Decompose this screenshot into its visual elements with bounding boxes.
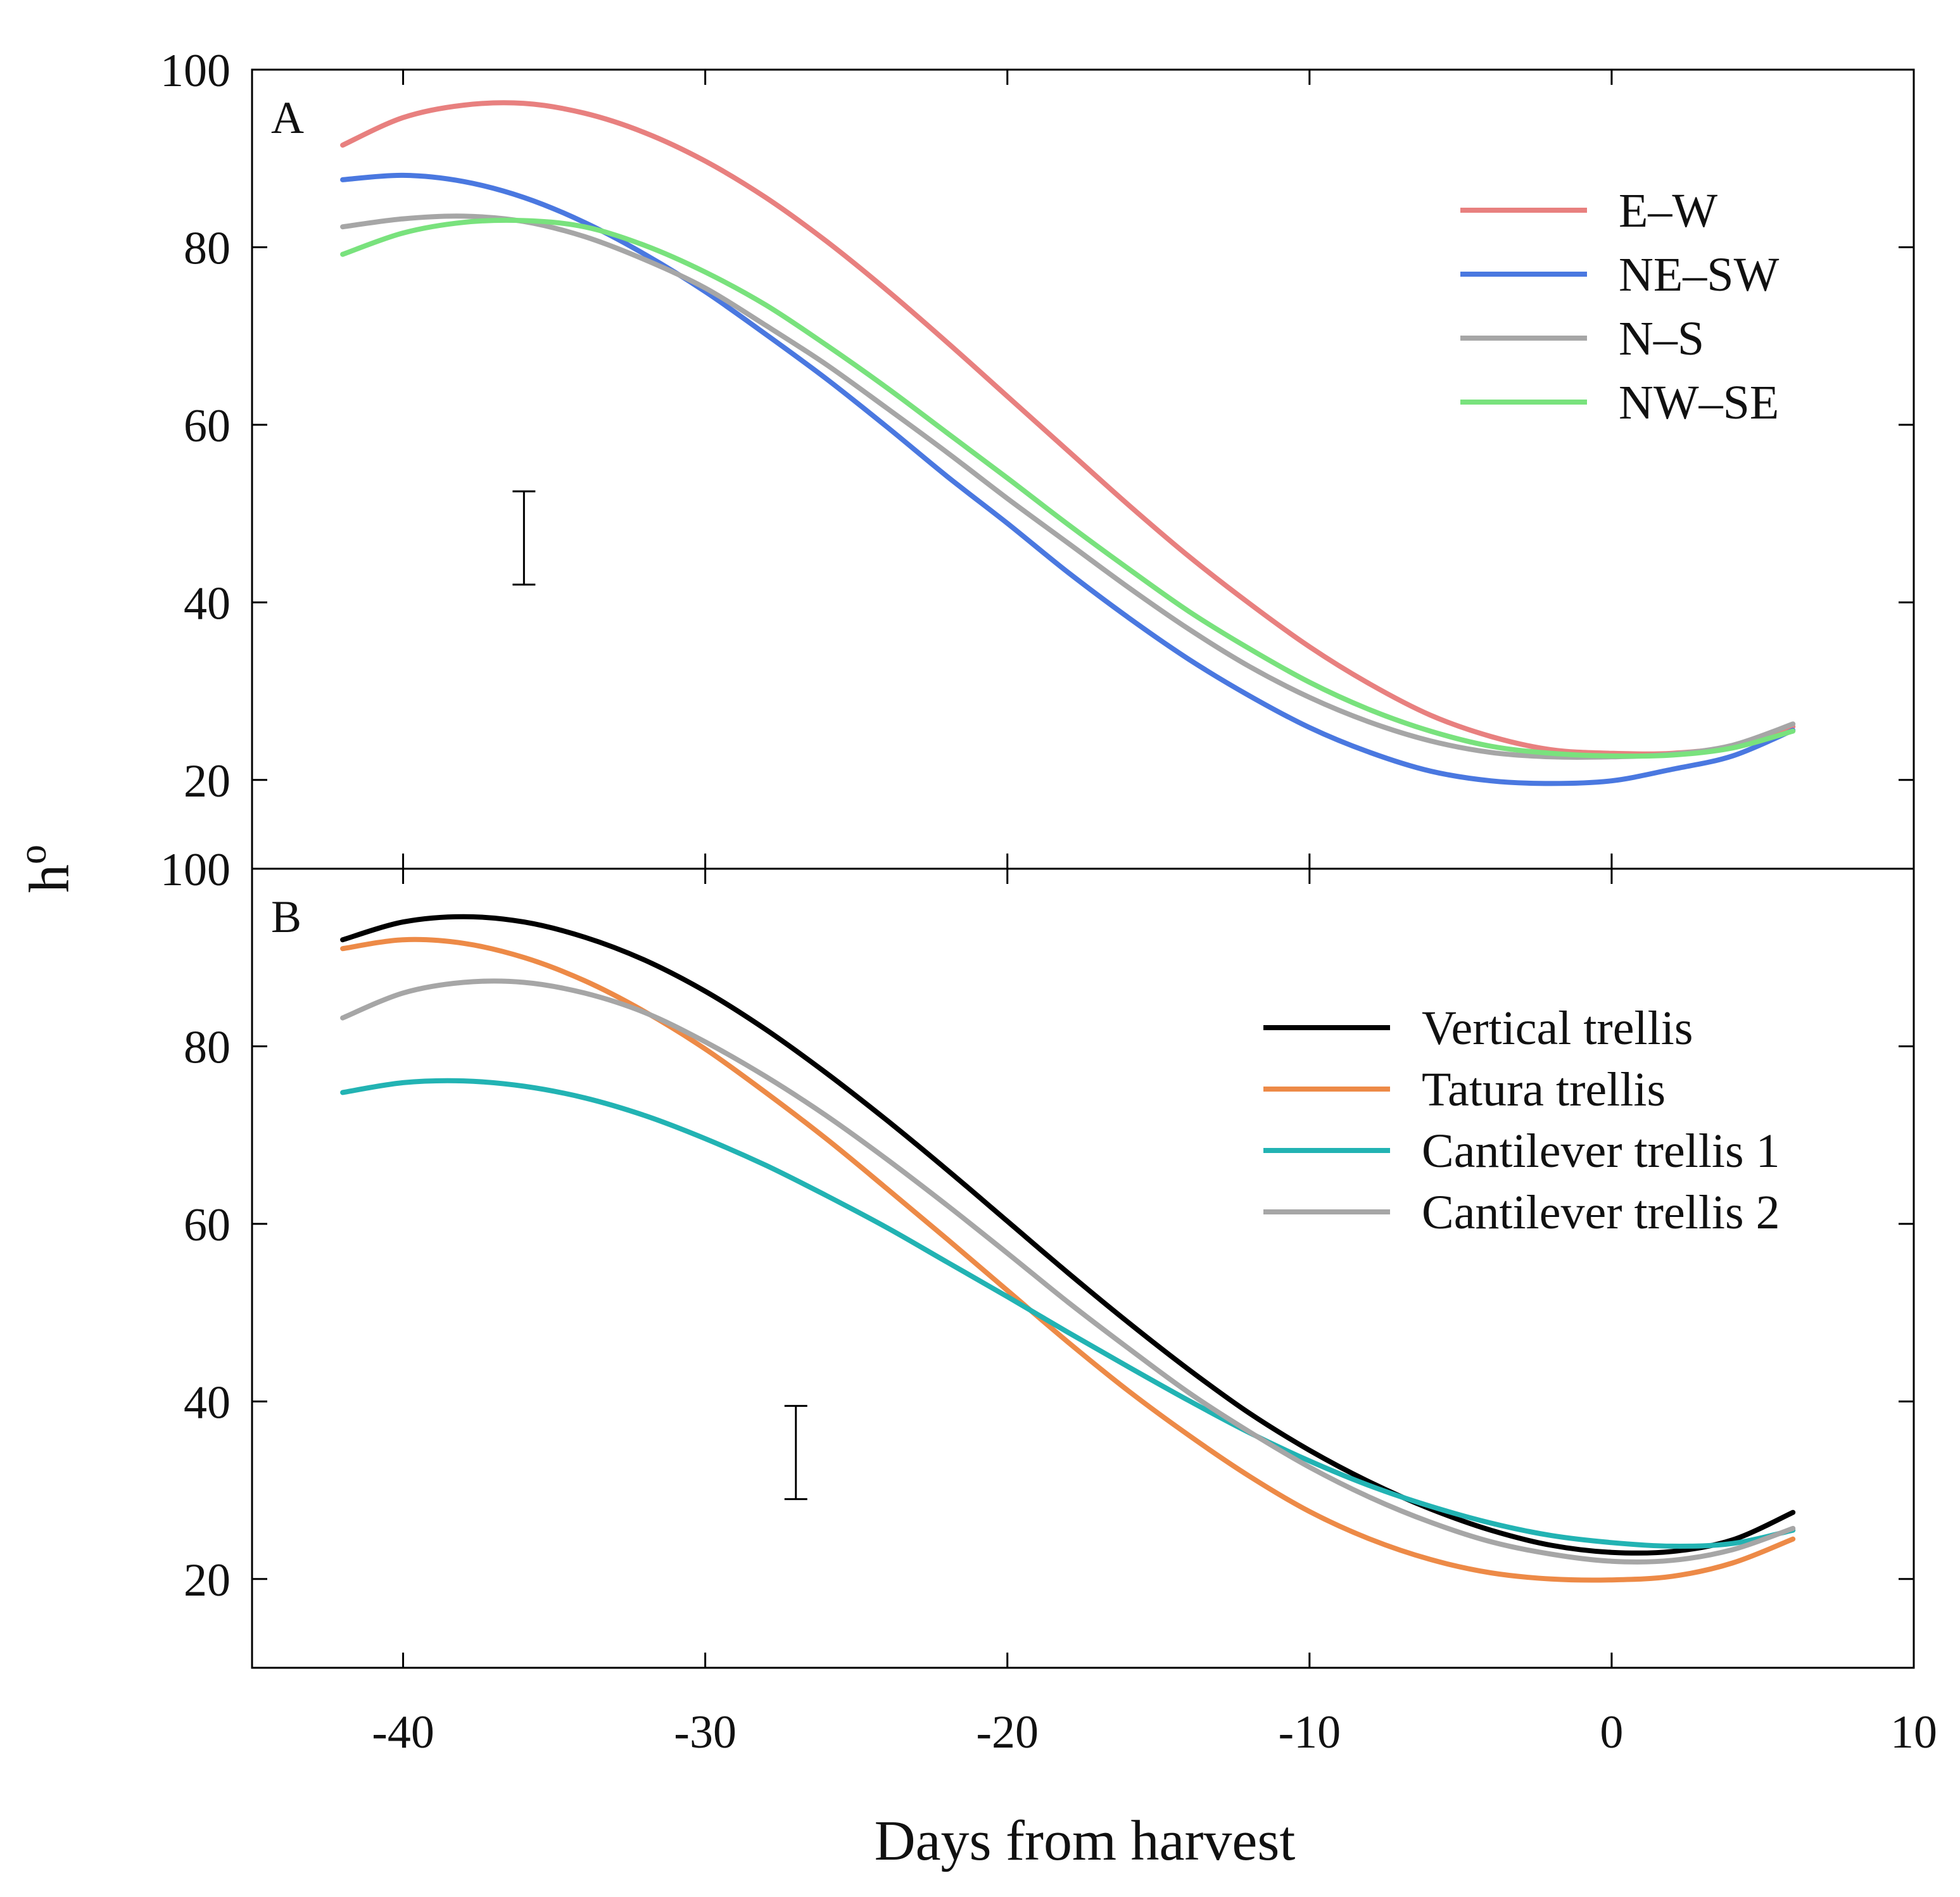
y-tick-label: 100 [160,45,231,97]
x-tick-label: -20 [976,1706,1039,1758]
x-tick-label: -40 [372,1706,434,1758]
panel-label: A [271,92,304,143]
y-tick-label: 60 [184,400,231,452]
series-line [340,217,1796,759]
error-bar [784,1404,807,1501]
y-tick-label: 80 [184,1021,231,1073]
plot-frame [251,867,1915,1669]
legend-label: NE–SW [1619,248,1780,301]
series-line [340,172,1796,786]
legend-label: NW–SE [1619,376,1779,429]
x-tick-label: 10 [1890,1706,1937,1758]
panel-b: 20 40 60 80 100 B Vertical trellis Tatura trell… [160,844,1915,1669]
y-axis-label: ho [11,845,81,893]
error-bar [512,490,536,586]
legend-label: Tatura trellis [1422,1063,1666,1116]
y-tick-label: 100 [160,844,231,896]
series-line [340,978,1796,1565]
x-tick-labels: -40 -30 -20 -10 0 10 [372,1706,1937,1758]
x-tick-label: 0 [1600,1706,1623,1758]
panel-label: B [271,892,301,942]
y-tick-label: 60 [184,1199,231,1251]
y-tick-label: 20 [184,1554,231,1606]
y-tick-label: 20 [184,755,231,807]
y-tick-label: 40 [184,1377,231,1428]
series-line [340,100,1796,757]
legend-label: N–S [1619,312,1704,365]
y-axis-label-base: h [18,864,81,893]
x-axis-label: Days from harvest [875,1810,1296,1872]
legend-label: E–W [1619,184,1717,237]
legend-label: Cantilever trellis 1 [1422,1125,1780,1178]
legend-label: Vertical trellis [1422,1002,1693,1055]
y-axis-label-superscript: o [11,845,54,864]
series-line [340,936,1796,1583]
series-line [340,914,1796,1556]
y-tick-label: 40 [184,577,231,629]
series-line [340,213,1796,760]
legend-label: Cantilever trellis 2 [1422,1186,1780,1239]
panel-a: 20 40 60 80 100 A E–W NE–SW N–S NW–SE [160,45,1915,870]
svg-text:ho: ho [11,845,81,893]
x-tick-label: -10 [1278,1706,1341,1758]
y-tick-label: 80 [184,222,231,274]
x-tick-label: -30 [674,1706,737,1758]
series-line [340,1078,1796,1549]
